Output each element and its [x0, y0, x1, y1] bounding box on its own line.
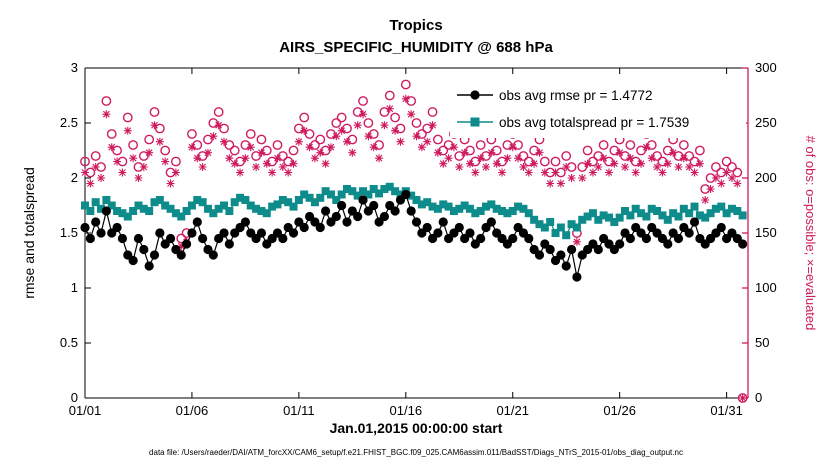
- obs-asterisk-series: [81, 94, 747, 402]
- y2-axis-label: # of obs: o=possible; ×=evaluated: [803, 136, 818, 331]
- legend-spread-marker-icon: [470, 117, 480, 127]
- x-tick-label: 01/01: [69, 403, 102, 418]
- legend-background: [450, 76, 746, 138]
- plot-series: [80, 79, 748, 403]
- y-tick-label: 0.5: [60, 335, 78, 350]
- legend: obs avg rmse pr = 1.4772 obs avg totalsp…: [450, 76, 746, 138]
- x-tick-label: 01/11: [283, 403, 315, 418]
- chart-subtitle: AIRS_SPECIFIC_HUMIDITY @ 688 hPa: [279, 39, 553, 56]
- plot-axes: 01/01 01/06 01/11 01/16 01/21 01/26 01/31 0 0.5 1…: [60, 60, 777, 418]
- y-tick-label: 3: [71, 60, 78, 75]
- y-axis-label: rmse and totalspread: [21, 167, 37, 299]
- filled-circle-series: [80, 189, 748, 282]
- x-tick-label: 01/16: [390, 403, 423, 418]
- x-tick-label: 01/21: [496, 403, 529, 418]
- footer-caption: data file: /Users/raeder/DAI/ATM_forcXX/…: [149, 448, 683, 457]
- x-tick-label: 01/31: [710, 403, 743, 418]
- chart-title: Tropics: [389, 17, 442, 34]
- y-tick-label: 2: [71, 170, 78, 185]
- legend-rmse-label: obs avg rmse pr = 1.4772: [499, 88, 652, 103]
- y2-tick-label: 50: [755, 335, 769, 350]
- y2-tick-label: 250: [755, 115, 777, 130]
- y-tick-label: 1.5: [60, 225, 78, 240]
- y2-tick-label: 300: [755, 60, 777, 75]
- y-tick-label: 2.5: [60, 115, 78, 130]
- filled-square-series: [81, 182, 747, 240]
- y2-tick-label: 100: [755, 280, 777, 295]
- legend-spread-label: obs avg totalspread pr = 1.7539: [499, 115, 689, 130]
- y2-tick-label: 200: [755, 170, 777, 185]
- x-axis-label: Jan.01,2015 00:00:00 start: [330, 420, 503, 436]
- y-tick-label: 0: [71, 390, 78, 405]
- x-tick-label: 01/26: [603, 403, 636, 418]
- y2-tick-label: 150: [755, 225, 777, 240]
- y-tick-label: 1: [71, 280, 78, 295]
- legend-rmse-marker-icon: [470, 90, 480, 100]
- y2-tick-label: 0: [755, 390, 762, 405]
- x-tick-label: 01/06: [176, 403, 209, 418]
